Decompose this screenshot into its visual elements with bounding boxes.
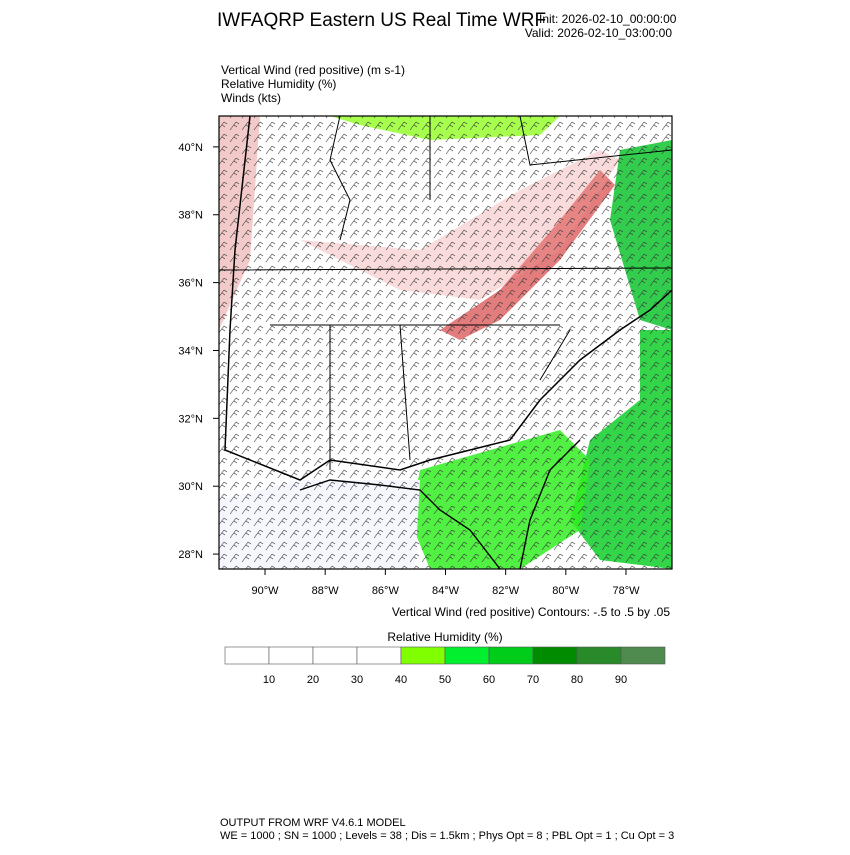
field-label: Relative Humidity (%) (221, 77, 336, 91)
colorbar-box (356, 646, 402, 665)
x-tick-label: 82°W (492, 585, 520, 597)
x-tick-label: 90°W (252, 585, 280, 597)
field-label: Winds (kts) (221, 91, 281, 105)
colorbar-label: 40 (395, 674, 407, 686)
y-tick-label: 28°N (178, 549, 203, 561)
colorbar-label: 60 (483, 674, 495, 686)
footer-line: WE = 1000 ; SN = 1000 ; Levels = 38 ; Di… (220, 830, 674, 842)
y-tick-label: 30°N (178, 481, 203, 493)
y-tick-label: 36°N (178, 278, 203, 290)
colorbar-label: 10 (263, 674, 275, 686)
colorbar-box (400, 646, 446, 665)
x-tick-label: 78°W (612, 585, 640, 597)
colorbar-box (576, 646, 622, 665)
y-tick-label: 40°N (178, 142, 203, 154)
y-tick-label: 32°N (178, 413, 203, 425)
colorbar-box (312, 646, 358, 665)
colorbar-box (268, 646, 314, 665)
colorbar-box (224, 646, 270, 665)
x-tick-label: 84°W (432, 585, 460, 597)
y-tick-label: 34°N (178, 345, 203, 357)
colorbar-title: Relative Humidity (%) (387, 630, 502, 644)
colorbar-label: 90 (615, 674, 627, 686)
x-tick-label: 88°W (312, 585, 340, 597)
contour-note: Vertical Wind (red positive) Contours: -… (392, 605, 670, 619)
y-tick-label: 38°N (178, 210, 203, 222)
field-label: Vertical Wind (red positive) (m s-1) (221, 63, 405, 77)
footer-line: OUTPUT FROM WRF V4.6.1 MODEL (220, 817, 406, 829)
colorbar-box (620, 646, 666, 665)
colorbar-box (532, 646, 578, 665)
map-field (219, 116, 672, 569)
colorbar-box (488, 646, 534, 665)
init-time: Init: 2026-02-10_00:00:00 (539, 12, 677, 26)
colorbar-label: 80 (571, 674, 583, 686)
colorbar-box (444, 646, 490, 665)
x-tick-label: 80°W (552, 585, 580, 597)
colorbar-label: 70 (527, 674, 539, 686)
colorbar-label: 50 (439, 674, 451, 686)
colorbar-label: 30 (351, 674, 363, 686)
x-tick-label: 86°W (372, 585, 400, 597)
title: IWFAQRP Eastern US Real Time WRF (217, 10, 546, 31)
colorbar-label: 20 (307, 674, 319, 686)
valid-time: Valid: 2026-02-10_03:00:00 (525, 26, 673, 40)
